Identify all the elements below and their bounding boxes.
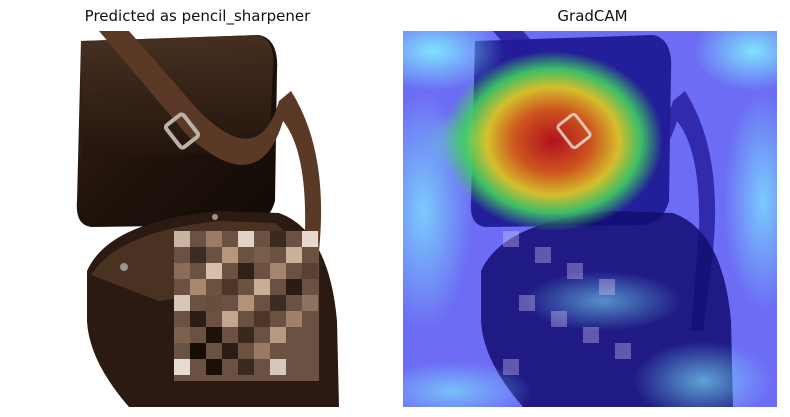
- gradcam-overlay: [403, 31, 777, 407]
- original-image: [69, 31, 340, 407]
- buckle-icon: [163, 112, 201, 150]
- gradcam-image: [403, 31, 777, 407]
- buckle-icon: [556, 112, 592, 150]
- panel-title-gradcam: GradCAM: [557, 7, 628, 25]
- panel-title-original: Predicted as pencil_sharpener: [84, 7, 311, 25]
- gradcam-panel: GradCAM: [395, 0, 790, 417]
- heatmap-hotspot: [443, 51, 663, 231]
- original-image-panel: Predicted as pencil_sharpener: [69, 7, 340, 407]
- bag-photo: [69, 31, 340, 407]
- pixelated-region: [174, 231, 319, 381]
